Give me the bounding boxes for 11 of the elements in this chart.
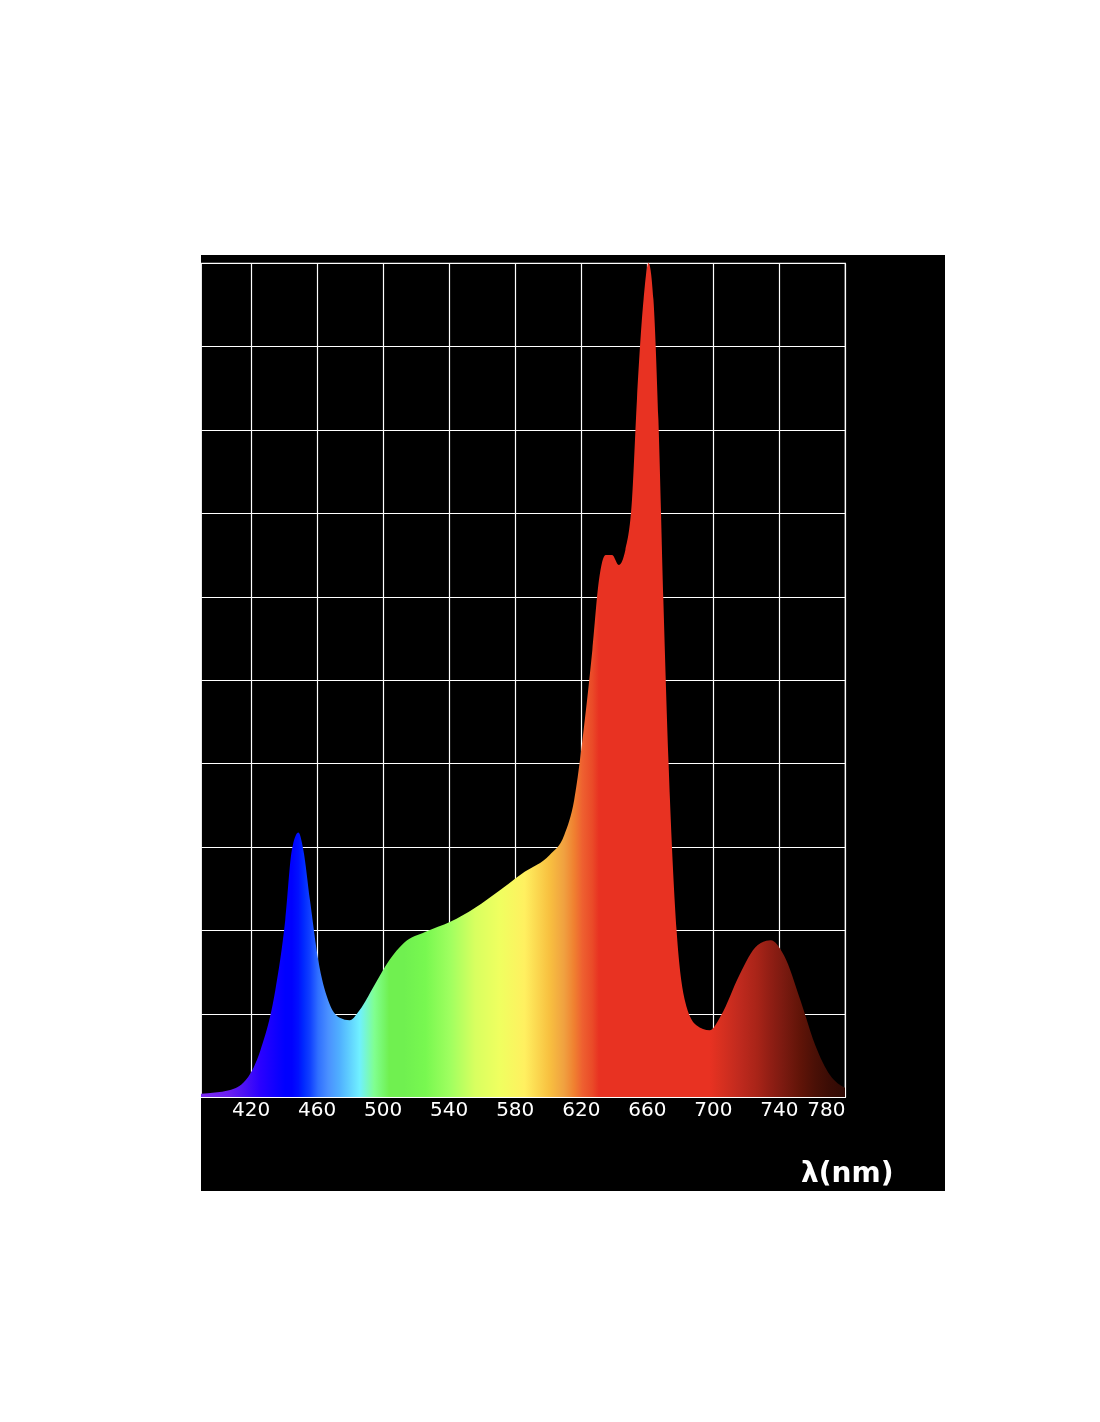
- x-tick-label: 700: [694, 1096, 733, 1121]
- x-tick-label: 460: [298, 1096, 337, 1121]
- x-tick-label: 580: [496, 1096, 535, 1121]
- x-axis-title: λ(nm): [801, 1155, 894, 1189]
- x-tick-label: 740: [760, 1096, 799, 1121]
- x-tick-label: 500: [364, 1096, 403, 1121]
- x-tick-label: 660: [628, 1096, 667, 1121]
- x-tick-label: 540: [430, 1096, 469, 1121]
- x-tick-label: 620: [562, 1096, 601, 1121]
- x-tick-label: 780: [807, 1096, 846, 1121]
- x-tick-label: 420: [231, 1096, 271, 1121]
